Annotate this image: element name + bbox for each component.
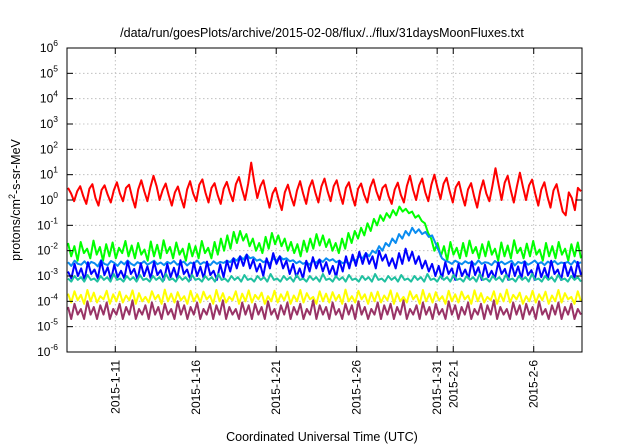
series-line-5 xyxy=(67,273,582,283)
series-line-7 xyxy=(67,299,582,320)
y-tick-label: 10-3 xyxy=(37,266,58,283)
y-tick-label: 102 xyxy=(40,139,58,156)
y-tick-label: 103 xyxy=(40,114,58,131)
series-line-6 xyxy=(67,288,582,305)
x-tick-label: 2015-1-26 xyxy=(350,360,364,415)
y-tick-label: 10-5 xyxy=(37,317,58,334)
x-tick-label: 2015-1-31 xyxy=(430,360,444,415)
y-tick-label: 10-4 xyxy=(37,291,58,308)
series-group xyxy=(67,161,582,320)
y-tick-label: 100 xyxy=(40,190,58,207)
y-tick-label: 101 xyxy=(40,165,58,182)
x-tick-label: 2015-2-6 xyxy=(527,360,541,408)
y-tick-label: 106 xyxy=(40,38,58,55)
x-axis: 2015-1-11 2015-1-16 2015-1-21 2015-1-26 2015… xyxy=(108,48,541,415)
series-line-1 xyxy=(67,161,582,217)
x-tick-label: 2015-2-1 xyxy=(446,360,460,408)
y-tick-label: 10-6 xyxy=(37,342,58,359)
y-tick-label: 104 xyxy=(40,89,58,106)
x-tick-label: 2015-1-16 xyxy=(189,360,203,415)
x-axis-label: Coordinated Universal Time (UTC) xyxy=(226,430,418,444)
y-tick-label: 10-2 xyxy=(37,241,58,258)
y-tick-label: 105 xyxy=(40,63,58,80)
y-tick-label: 10-1 xyxy=(37,215,58,232)
y-axis: 10-6 10-5 10-4 10-3 10-2 10-1 100 101 102 103 104 1… xyxy=(37,38,582,359)
chart-title: /data/run/goesPlots/archive/2015-02-08/f… xyxy=(120,26,524,40)
series-line-3 xyxy=(67,226,582,268)
y-axis-label: protons/cm2-s-sr-MeV xyxy=(7,138,23,260)
series-line-2 xyxy=(67,205,582,262)
series-line-4 xyxy=(67,247,582,281)
x-tick-label: 2015-1-11 xyxy=(108,360,122,414)
x-tick-label: 2015-1-21 xyxy=(269,360,283,415)
